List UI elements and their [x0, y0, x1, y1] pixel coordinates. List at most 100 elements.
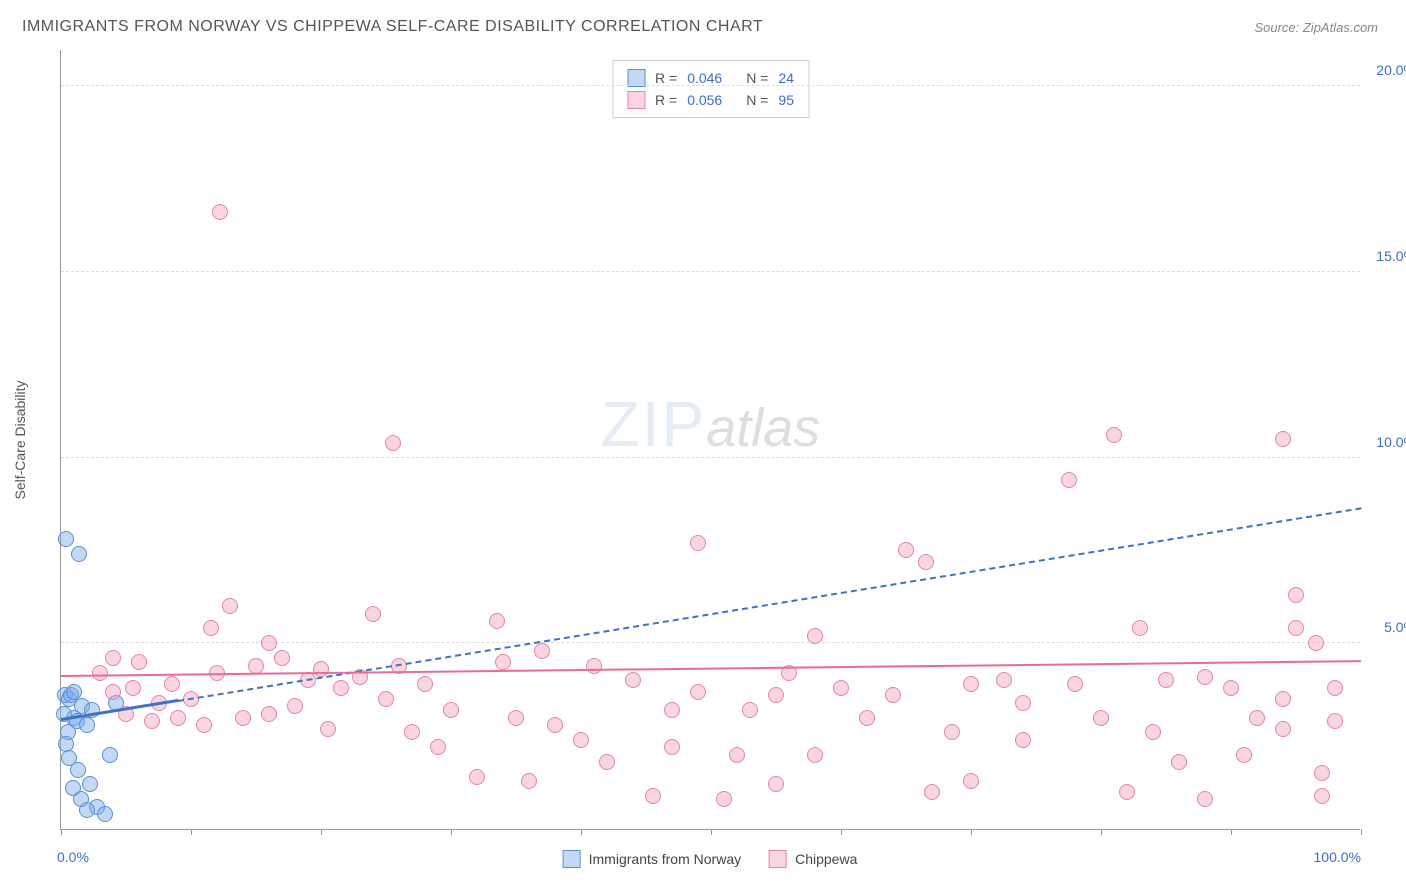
data-point	[1197, 791, 1213, 807]
data-point	[625, 672, 641, 688]
data-point	[320, 721, 336, 737]
x-tick	[191, 829, 192, 835]
data-point	[807, 747, 823, 763]
data-point	[645, 788, 661, 804]
data-point	[196, 717, 212, 733]
data-point	[92, 665, 108, 681]
data-point	[716, 791, 732, 807]
data-point	[599, 754, 615, 770]
data-point	[105, 684, 121, 700]
stat-n-value: 95	[778, 92, 794, 108]
data-point	[261, 706, 277, 722]
y-tick-label: 5.0%	[1366, 619, 1406, 635]
data-point	[1093, 710, 1109, 726]
data-point	[489, 613, 505, 629]
data-point	[385, 435, 401, 451]
data-point	[1106, 427, 1122, 443]
data-point	[664, 702, 680, 718]
data-point	[768, 687, 784, 703]
data-point	[1171, 754, 1187, 770]
grid-line	[61, 85, 1360, 86]
data-point	[222, 598, 238, 614]
data-point	[102, 747, 118, 763]
data-point	[58, 736, 74, 752]
data-point	[1236, 747, 1252, 763]
data-point	[924, 784, 940, 800]
data-point	[996, 672, 1012, 688]
data-point	[768, 776, 784, 792]
legend-label: Chippewa	[795, 851, 857, 867]
data-point	[82, 776, 98, 792]
data-point	[1197, 669, 1213, 685]
data-point	[1327, 680, 1343, 696]
scatter-plot: ZIPatlas R =0.046N =24R =0.056N =95 5.0%…	[60, 50, 1360, 830]
data-point	[690, 535, 706, 551]
legend-item: Immigrants from Norway	[563, 850, 741, 868]
x-tick	[1101, 829, 1102, 835]
data-point	[1327, 713, 1343, 729]
x-tick-label: 0.0%	[57, 849, 89, 865]
x-tick	[581, 829, 582, 835]
data-point	[248, 658, 264, 674]
legend-stats-box: R =0.046N =24R =0.056N =95	[612, 60, 809, 118]
stat-r-value: 0.056	[687, 92, 722, 108]
x-tick	[841, 829, 842, 835]
data-point	[66, 684, 82, 700]
x-tick	[971, 829, 972, 835]
data-point	[534, 643, 550, 659]
grid-line	[61, 457, 1360, 458]
chart-title: IMMIGRANTS FROM NORWAY VS CHIPPEWA SELF-…	[22, 18, 763, 36]
data-point	[105, 650, 121, 666]
data-point	[71, 546, 87, 562]
legend-item: Chippewa	[769, 850, 857, 868]
data-point	[170, 710, 186, 726]
data-point	[898, 542, 914, 558]
data-point	[547, 717, 563, 733]
legend-stat-row: R =0.056N =95	[627, 89, 794, 111]
stat-r-value: 0.046	[687, 70, 722, 86]
x-tick	[1361, 829, 1362, 835]
stat-r-label: R =	[655, 70, 677, 86]
data-point	[1275, 691, 1291, 707]
grid-line	[61, 642, 1360, 643]
data-point	[65, 780, 81, 796]
watermark-zip: ZIP	[601, 388, 707, 460]
x-tick	[321, 829, 322, 835]
x-tick	[61, 829, 62, 835]
data-point	[235, 710, 251, 726]
data-point	[1015, 732, 1031, 748]
stat-n-label: N =	[746, 70, 768, 86]
data-point	[1119, 784, 1135, 800]
data-point	[1015, 695, 1031, 711]
watermark: ZIPatlas	[601, 387, 821, 461]
stat-n-label: N =	[746, 92, 768, 108]
data-point	[944, 724, 960, 740]
data-point	[833, 680, 849, 696]
data-point	[963, 773, 979, 789]
data-point	[365, 606, 381, 622]
data-point	[1275, 721, 1291, 737]
data-point	[333, 680, 349, 696]
y-tick-label: 15.0%	[1366, 248, 1406, 264]
data-point	[1132, 620, 1148, 636]
legend-label: Immigrants from Norway	[589, 851, 741, 867]
data-point	[742, 702, 758, 718]
data-point	[1314, 765, 1330, 781]
data-point	[963, 676, 979, 692]
x-tick	[711, 829, 712, 835]
data-point	[1067, 676, 1083, 692]
data-point	[1158, 672, 1174, 688]
y-tick-label: 10.0%	[1366, 434, 1406, 450]
data-point	[1275, 431, 1291, 447]
data-point	[97, 806, 113, 822]
data-point	[70, 762, 86, 778]
grid-line	[61, 271, 1360, 272]
data-point	[586, 658, 602, 674]
data-point	[495, 654, 511, 670]
data-point	[1314, 788, 1330, 804]
data-point	[885, 687, 901, 703]
data-point	[1288, 620, 1304, 636]
data-point	[430, 739, 446, 755]
data-point	[261, 635, 277, 651]
legend-swatch	[627, 91, 645, 109]
